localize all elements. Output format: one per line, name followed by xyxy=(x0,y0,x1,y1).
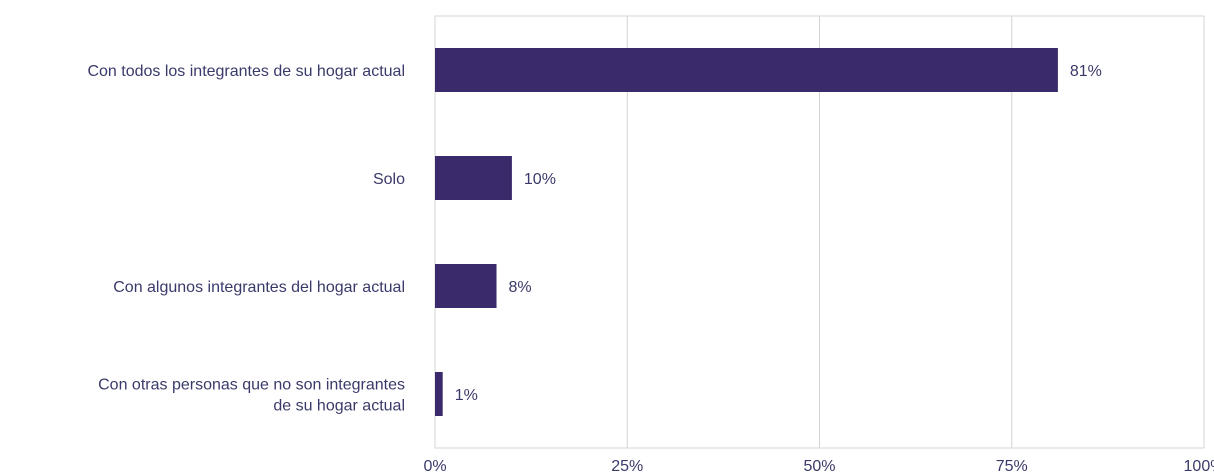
labels-layer: 81% Con todos los integrantes de su hogar… xyxy=(87,63,1101,415)
category-label-line: Con otras personas que no son integrante… xyxy=(98,377,405,394)
x-tick-label: 0% xyxy=(423,458,446,474)
bar xyxy=(435,372,443,416)
bar xyxy=(435,264,497,308)
x-tick-label: 50% xyxy=(803,458,835,474)
category-label-line: Con todos los integrantes de su hogar ac… xyxy=(87,63,405,80)
category-label: Con otras personas que no son integrante… xyxy=(98,377,405,415)
data-label: 1% xyxy=(455,387,478,404)
data-label: 10% xyxy=(524,171,556,188)
x-tick-label: 25% xyxy=(611,458,643,474)
category-label-line: Con algunos integrantes del hogar actual xyxy=(113,279,405,296)
category-label-line: de su hogar actual xyxy=(273,398,405,415)
x-tick-label: 100% xyxy=(1184,458,1214,474)
bar xyxy=(435,48,1058,92)
data-label: 8% xyxy=(509,279,532,296)
category-label: Solo xyxy=(373,171,405,188)
bar xyxy=(435,156,512,200)
category-label: Con todos los integrantes de su hogar ac… xyxy=(87,63,405,80)
category-label: Con algunos integrantes del hogar actual xyxy=(113,279,405,296)
data-label: 81% xyxy=(1070,63,1102,80)
x-tick-label: 75% xyxy=(996,458,1028,474)
bars-layer xyxy=(435,48,1058,416)
category-label-line: Solo xyxy=(373,171,405,188)
x-axis-ticks: 0% 25% 50% 75% 100% xyxy=(423,458,1214,474)
